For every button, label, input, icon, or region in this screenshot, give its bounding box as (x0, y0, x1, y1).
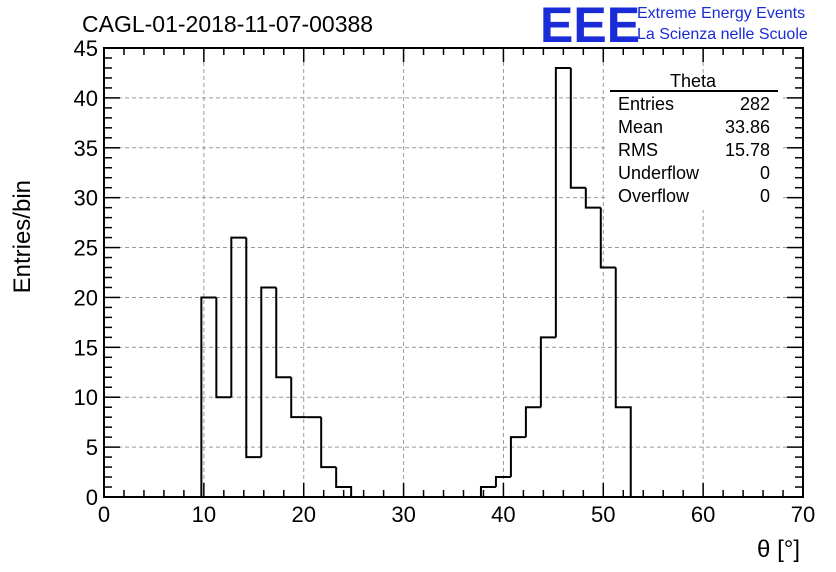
histogram-bin (494, 476, 511, 488)
stats-label: Entries (618, 94, 674, 114)
x-tick-label: 50 (591, 502, 615, 527)
tick-labels: 0 10 20 30 40 50 60 70 0 5 10 15 20 25 30 35 40 45 (74, 36, 816, 527)
x-tick-label: 60 (691, 502, 715, 527)
x-tick-label: 30 (391, 502, 415, 527)
x-axis-label: θ [°] (757, 536, 800, 563)
histogram-bin (524, 406, 541, 438)
stats-value: 33.86 (725, 117, 770, 137)
y-tick-label: 30 (74, 186, 98, 211)
histogram-bin (554, 66, 571, 338)
histogram-bin (230, 236, 247, 398)
x-tick-label: 10 (192, 502, 216, 527)
y-tick-label: 10 (74, 385, 98, 410)
histogram-bin (245, 237, 262, 459)
histogram-bin (479, 486, 496, 497)
stats-label: Mean (618, 117, 663, 137)
y-tick-label: 20 (74, 285, 98, 310)
y-tick-label: 35 (74, 136, 98, 161)
stats-label: Overflow (618, 186, 690, 206)
y-tick-label: 40 (74, 86, 98, 111)
y-tick-label: 45 (74, 36, 98, 61)
stats-label: Underflow (618, 163, 700, 183)
histogram-bin (599, 207, 616, 269)
stats-value: 0 (760, 163, 770, 183)
eee-logo-line1: Extreme Energy Events (637, 5, 805, 22)
histogram-bin (509, 436, 526, 478)
histogram-bin (614, 267, 632, 497)
histogram-bin (320, 417, 337, 469)
stats-value: 15.78 (725, 140, 770, 160)
histogram-bin (539, 336, 556, 408)
histogram-bin (290, 377, 307, 419)
eee-logo-line2: La Scienza nelle Scuole (637, 26, 808, 43)
chart-title: CAGL-01-2018-11-07-00388 (82, 11, 373, 37)
eee-logo-mark: EEE (540, 0, 640, 53)
histogram-bin (215, 297, 232, 399)
histogram-bin (200, 296, 217, 497)
stats-box-title: Theta (670, 71, 717, 91)
y-tick-label: 25 (74, 236, 98, 261)
x-tick-label: 70 (791, 502, 815, 527)
x-tick-label: 40 (491, 502, 515, 527)
stats-box: Theta Entries 282 Mean 33.86 RMS 15.78 Underfl… (608, 71, 780, 210)
histogram-bin (584, 187, 601, 209)
y-tick-label: 5 (86, 435, 98, 460)
histogram-bin (335, 467, 353, 497)
stats-value: 0 (760, 186, 770, 206)
y-tick-label: 15 (74, 335, 98, 360)
x-tick-label: 20 (291, 502, 315, 527)
histogram-bin (260, 286, 277, 458)
stats-label: RMS (618, 140, 658, 160)
histogram-bin (569, 67, 586, 189)
plot-frame (103, 47, 804, 498)
histogram-bins (200, 66, 632, 497)
x-tick-label: 0 (98, 502, 110, 527)
y-tick-label: 0 (86, 485, 98, 510)
stats-value: 282 (740, 94, 770, 114)
histogram-bin (275, 287, 292, 379)
axis-ticks (103, 47, 804, 498)
eee-logo: EEE Extreme Energy Events La Scienza nel… (540, 0, 808, 53)
y-axis-label: Entries/bin (9, 180, 36, 293)
